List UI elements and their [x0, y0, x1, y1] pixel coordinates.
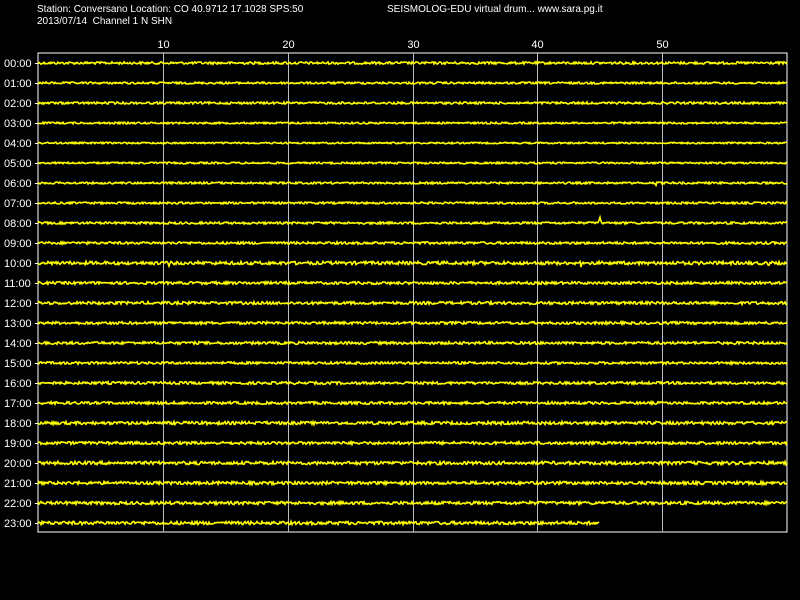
row-label: 10:00: [4, 258, 32, 270]
row-label: 13:00: [4, 318, 32, 330]
trace-1000: [37, 258, 788, 269]
row-label: 06:00: [4, 178, 32, 190]
row-label: 04:00: [4, 138, 32, 150]
row-label: 22:00: [4, 498, 32, 510]
trace-1900: [37, 439, 788, 447]
trace-0900: [37, 239, 788, 247]
row-label: 05:00: [4, 158, 32, 170]
row-label: 11:00: [4, 278, 31, 290]
trace-0100: [37, 80, 788, 86]
trace-1200: [37, 299, 788, 307]
x-tick-label: 30: [407, 39, 419, 51]
row-label: 09:00: [4, 238, 32, 250]
trace-0300: [37, 120, 788, 126]
trace-0400: [37, 140, 788, 146]
trace-2000: [37, 459, 788, 467]
trace-1400: [37, 339, 788, 347]
trace-1100: [37, 279, 788, 287]
trace-0800: [37, 214, 788, 226]
row-label: 01:00: [4, 78, 32, 90]
row-label: 08:00: [4, 218, 32, 230]
trace-1800: [37, 419, 788, 427]
trace-0500: [37, 160, 788, 166]
trace-1500: [37, 359, 788, 367]
row-label: 00:00: [4, 58, 32, 70]
row-label: 07:00: [4, 198, 32, 210]
row-label: 15:00: [4, 358, 32, 370]
date-channel-info: 2013/07/14 Channel 1 N SHN: [37, 16, 173, 27]
row-label: 19:00: [4, 438, 32, 450]
station-info: Station: Conversano Location: CO 40.9712…: [37, 4, 304, 15]
row-label: 21:00: [4, 478, 32, 490]
trace-1700: [37, 399, 788, 407]
trace-2300: [37, 518, 600, 527]
trace-2200: [37, 499, 788, 507]
x-tick-label: 10: [157, 39, 169, 51]
row-label: 12:00: [4, 298, 32, 310]
app-title: SEISMOLOG-EDU virtual drum... www.sara.p…: [387, 4, 603, 15]
x-tick-label: 40: [531, 39, 543, 51]
row-label: 20:00: [4, 458, 32, 470]
trace-0200: [37, 100, 788, 106]
trace-1600: [37, 379, 788, 387]
row-label: 17:00: [4, 398, 32, 410]
x-tick-label: 50: [656, 39, 668, 51]
row-label: 18:00: [4, 418, 32, 430]
trace-0700: [37, 200, 788, 206]
trace-0600: [37, 180, 788, 188]
plot-frame: [37, 52, 788, 533]
trace-0000: [37, 59, 788, 66]
row-label: 23:00: [4, 518, 32, 530]
row-label: 02:00: [4, 98, 32, 110]
row-label: 03:00: [4, 118, 32, 130]
row-label: 16:00: [4, 378, 32, 390]
trace-1300: [37, 319, 788, 327]
x-tick-label: 20: [282, 39, 294, 51]
row-label: 14:00: [4, 338, 32, 350]
trace-2100: [37, 479, 788, 487]
